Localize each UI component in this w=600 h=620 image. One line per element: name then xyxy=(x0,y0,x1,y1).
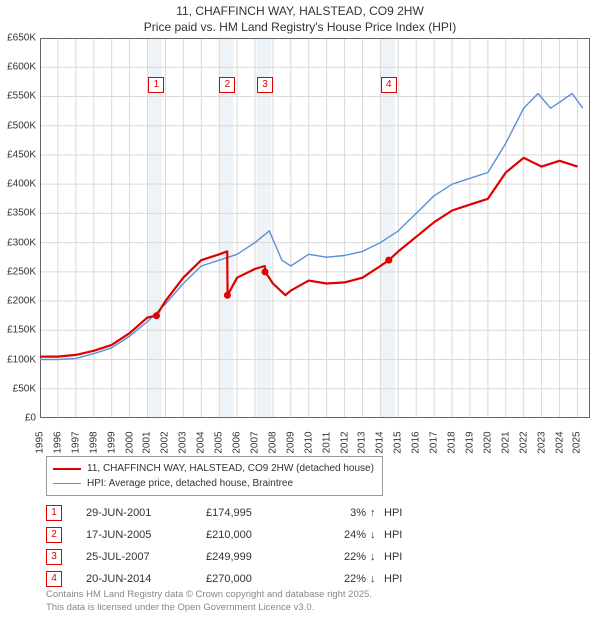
x-tick-label: 2006 xyxy=(232,428,243,458)
sales-pct: 22% xyxy=(316,551,370,563)
x-tick-label: 2001 xyxy=(142,428,153,458)
x-tick-label: 2013 xyxy=(357,428,368,458)
x-tick-label: 2012 xyxy=(339,428,350,458)
sales-pct: 22% xyxy=(316,573,370,585)
legend-label: HPI: Average price, detached house, Brai… xyxy=(87,476,293,491)
x-tick-label: 2017 xyxy=(429,428,440,458)
x-tick-label: 2002 xyxy=(160,428,171,458)
x-tick-label: 2011 xyxy=(321,428,332,458)
x-tick-label: 2024 xyxy=(554,428,565,458)
y-tick-label: £650K xyxy=(2,33,36,44)
y-tick-label: £200K xyxy=(2,296,36,307)
x-tick-label: 2020 xyxy=(482,428,493,458)
arrow-icon: ↑ xyxy=(370,507,384,519)
y-tick-label: £450K xyxy=(2,149,36,160)
x-tick-label: 2022 xyxy=(518,428,529,458)
arrow-icon: ↓ xyxy=(370,551,384,563)
attribution: Contains HM Land Registry data © Crown c… xyxy=(46,589,372,614)
y-tick-label: £400K xyxy=(2,179,36,190)
legend: 11, CHAFFINCH WAY, HALSTEAD, CO9 2HW (de… xyxy=(46,456,383,496)
legend-label: 11, CHAFFINCH WAY, HALSTEAD, CO9 2HW (de… xyxy=(87,461,374,476)
sales-row: 4 20-JUN-2014£270,00022%↓HPI xyxy=(46,568,402,590)
line-chart xyxy=(40,38,590,418)
attribution-line: Contains HM Land Registry data © Crown c… xyxy=(46,589,372,601)
sales-row: 1 29-JUN-2001£174,9953%↑HPI xyxy=(46,502,402,524)
x-tick-label: 2023 xyxy=(536,428,547,458)
title-block: 11, CHAFFINCH WAY, HALSTEAD, CO9 2HW Pri… xyxy=(0,0,600,37)
title-line-2: Price paid vs. HM Land Registry's House … xyxy=(0,20,600,36)
x-tick-label: 2004 xyxy=(196,428,207,458)
sales-date: 29-JUN-2001 xyxy=(86,507,206,519)
sales-marker: 1 xyxy=(46,505,62,521)
x-tick-label: 1998 xyxy=(88,428,99,458)
sales-pct: 3% xyxy=(316,507,370,519)
y-tick-label: £150K xyxy=(2,325,36,336)
x-tick-label: 1996 xyxy=(52,428,63,458)
sales-price: £210,000 xyxy=(206,529,316,541)
x-tick-label: 2007 xyxy=(249,428,260,458)
sales-table: 129-JUN-2001£174,9953%↑HPI217-JUN-2005£2… xyxy=(46,502,402,590)
sales-row: 2 17-JUN-2005£210,00024%↓HPI xyxy=(46,524,402,546)
sales-marker: 3 xyxy=(46,549,62,565)
x-tick-label: 2019 xyxy=(464,428,475,458)
x-tick-label: 2025 xyxy=(572,428,583,458)
y-tick-label: £250K xyxy=(2,266,36,277)
sales-marker: 4 xyxy=(46,571,62,587)
x-tick-label: 2008 xyxy=(267,428,278,458)
y-tick-label: £500K xyxy=(2,120,36,131)
x-tick-label: 2000 xyxy=(124,428,135,458)
sales-pct: 24% xyxy=(316,529,370,541)
x-tick-label: 1995 xyxy=(35,428,46,458)
chart-area: £0£50K£100K£150K£200K£250K£300K£350K£400… xyxy=(40,38,590,418)
legend-item: HPI: Average price, detached house, Brai… xyxy=(53,476,374,491)
sales-date: 25-JUL-2007 xyxy=(86,551,206,563)
y-tick-label: £350K xyxy=(2,208,36,219)
arrow-icon: ↓ xyxy=(370,573,384,585)
x-tick-label: 2014 xyxy=(375,428,386,458)
title-line-1: 11, CHAFFINCH WAY, HALSTEAD, CO9 2HW xyxy=(0,4,600,20)
sales-row: 3 25-JUL-2007£249,99922%↓HPI xyxy=(46,546,402,568)
legend-swatch xyxy=(53,468,81,470)
x-tick-label: 2009 xyxy=(285,428,296,458)
x-tick-label: 2003 xyxy=(178,428,189,458)
x-tick-label: 2015 xyxy=(393,428,404,458)
chart-marker: 1 xyxy=(148,77,164,93)
chart-container: 11, CHAFFINCH WAY, HALSTEAD, CO9 2HW Pri… xyxy=(0,0,600,620)
sales-vs-label: HPI xyxy=(384,507,402,519)
x-tick-label: 1997 xyxy=(70,428,81,458)
chart-marker: 3 xyxy=(257,77,273,93)
attribution-line: This data is licensed under the Open Gov… xyxy=(46,602,372,614)
sales-vs-label: HPI xyxy=(384,529,402,541)
x-tick-label: 2018 xyxy=(447,428,458,458)
x-tick-label: 1999 xyxy=(106,428,117,458)
y-tick-label: £550K xyxy=(2,91,36,102)
legend-swatch xyxy=(53,483,81,484)
sales-vs-label: HPI xyxy=(384,551,402,563)
sales-marker: 2 xyxy=(46,527,62,543)
x-tick-label: 2010 xyxy=(303,428,314,458)
arrow-icon: ↓ xyxy=(370,529,384,541)
sales-vs-label: HPI xyxy=(384,573,402,585)
sales-date: 17-JUN-2005 xyxy=(86,529,206,541)
sales-price: £249,999 xyxy=(206,551,316,563)
y-tick-label: £50K xyxy=(2,383,36,394)
x-tick-label: 2021 xyxy=(500,428,511,458)
sales-date: 20-JUN-2014 xyxy=(86,573,206,585)
chart-marker: 4 xyxy=(381,77,397,93)
y-tick-label: £0 xyxy=(2,413,36,424)
y-tick-label: £300K xyxy=(2,237,36,248)
x-tick-label: 2005 xyxy=(214,428,225,458)
y-tick-label: £100K xyxy=(2,354,36,365)
sales-price: £270,000 xyxy=(206,573,316,585)
y-tick-label: £600K xyxy=(2,62,36,73)
legend-item: 11, CHAFFINCH WAY, HALSTEAD, CO9 2HW (de… xyxy=(53,461,374,476)
sales-price: £174,995 xyxy=(206,507,316,519)
chart-marker: 2 xyxy=(219,77,235,93)
x-tick-label: 2016 xyxy=(411,428,422,458)
